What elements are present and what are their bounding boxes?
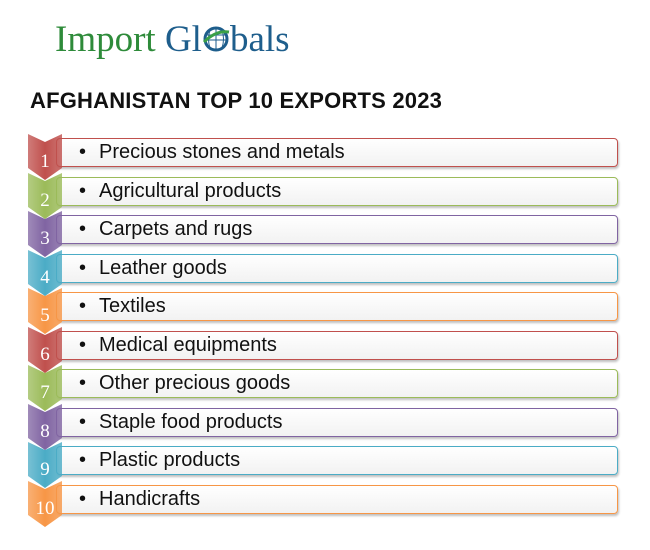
item-box: Handicrafts [56, 484, 618, 514]
page-title: AFGHANISTAN TOP 10 EXPORTS 2023 [30, 88, 443, 113]
item-label: Agricultural products [79, 180, 281, 203]
rank-chevron-icon [28, 172, 62, 219]
list-item: Medical equipments 6 [28, 326, 618, 373]
item-box: Textiles [56, 292, 618, 321]
list-item: Agricultural products 2 [28, 172, 618, 219]
rank-chevron-icon [28, 403, 62, 450]
rank-number: 10 [35, 497, 55, 519]
globe-icon [202, 26, 230, 52]
list-item: Staple food products 8 [28, 403, 618, 450]
rank-chevron-icon [28, 249, 62, 296]
rank-chevron-icon [28, 211, 62, 257]
rank-number: 4 [40, 266, 50, 288]
item-label: Other precious goods [79, 372, 290, 395]
item-label: Medical equipments [79, 334, 277, 357]
item-box: Carpets and rugs [56, 215, 618, 244]
list-item: Precious stones and metals 1 [28, 134, 618, 180]
item-label: Precious stones and metals [79, 141, 345, 164]
item-label: Leather goods [79, 257, 227, 280]
rank-number: 3 [40, 228, 50, 249]
rank-chevron-icon [28, 480, 62, 527]
item-box: Leather goods [56, 253, 618, 283]
item-box: Medical equipments [56, 330, 618, 360]
rank-number: 5 [40, 305, 50, 326]
item-box: Precious stones and metals [56, 138, 618, 167]
item-label: Textiles [79, 295, 166, 318]
rank-chevron-icon [28, 442, 62, 488]
item-label: Carpets and rugs [79, 218, 252, 241]
rank-chevron-icon [28, 288, 62, 334]
item-box: Plastic products [56, 446, 618, 475]
rank-number: 8 [40, 420, 50, 442]
item-box: Staple food products [56, 407, 618, 437]
list-item: Other precious goods 7 [28, 365, 618, 411]
item-label: Handicrafts [79, 488, 200, 511]
rank-number: 7 [40, 382, 50, 403]
item-box: Agricultural products [56, 176, 618, 206]
rank-chevron-icon [28, 326, 62, 373]
rank-chevron-icon [28, 134, 62, 180]
import-globals-logo: Import Gl bals [55, 19, 290, 60]
list-item: Carpets and rugs 3 [28, 211, 618, 257]
rank-number: 6 [40, 343, 50, 365]
rank-number: 9 [40, 459, 50, 480]
item-label: Staple food products [79, 411, 283, 434]
list-item: Textiles 5 [28, 288, 618, 334]
item-box: Other precious goods [56, 369, 618, 398]
list-item: Handicrafts 10 [28, 480, 618, 527]
rank-number: 2 [40, 189, 50, 211]
list-item: Plastic products 9 [28, 442, 618, 488]
rank-chevron-icon [28, 365, 62, 411]
item-label: Plastic products [79, 449, 240, 472]
list-item: Leather goods 4 [28, 249, 618, 296]
rank-number: 1 [40, 151, 50, 172]
